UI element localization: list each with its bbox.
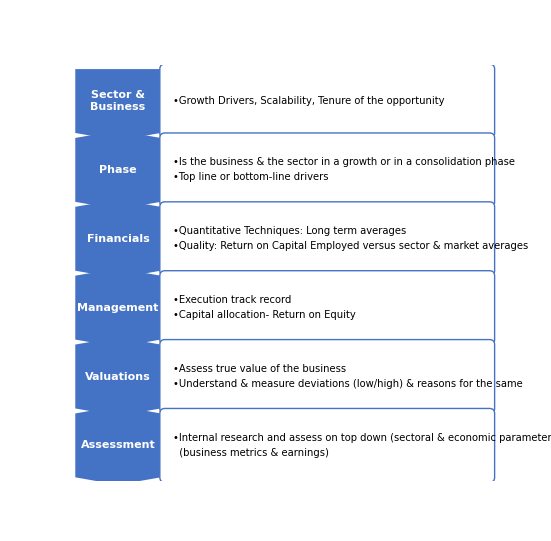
Polygon shape: [75, 406, 161, 485]
Text: Sector &
Business: Sector & Business: [90, 90, 145, 112]
FancyBboxPatch shape: [160, 133, 495, 207]
Text: •Growth Drivers, Scalability, Tenure of the opportunity: •Growth Drivers, Scalability, Tenure of …: [172, 96, 444, 106]
Text: •Internal research and assess on top down (sectoral & economic parameters) & bot: •Internal research and assess on top dow…: [172, 433, 551, 458]
Text: •Assess true value of the business
•Understand & measure deviations (low/high) &: •Assess true value of the business •Unde…: [172, 364, 522, 389]
Polygon shape: [75, 337, 161, 416]
Text: Phase: Phase: [99, 165, 137, 175]
Polygon shape: [75, 268, 161, 347]
Polygon shape: [75, 130, 161, 209]
Text: Valuations: Valuations: [85, 372, 151, 381]
Text: •Is the business & the sector in a growth or in a consolidation phase
•Top line : •Is the business & the sector in a growt…: [172, 157, 515, 182]
Text: •Quantitative Techniques: Long term averages
•Quality: Return on Capital Employe: •Quantitative Techniques: Long term aver…: [172, 226, 528, 251]
Text: Financials: Financials: [87, 234, 149, 244]
FancyBboxPatch shape: [160, 202, 495, 276]
FancyBboxPatch shape: [160, 408, 495, 483]
Polygon shape: [75, 199, 161, 278]
FancyBboxPatch shape: [160, 64, 495, 138]
Text: •Execution track record
•Capital allocation- Return on Equity: •Execution track record •Capital allocat…: [172, 295, 355, 320]
Text: Management: Management: [77, 302, 159, 313]
FancyBboxPatch shape: [160, 270, 495, 345]
Text: Assessment: Assessment: [80, 440, 155, 451]
FancyBboxPatch shape: [160, 340, 495, 413]
Polygon shape: [75, 69, 161, 141]
